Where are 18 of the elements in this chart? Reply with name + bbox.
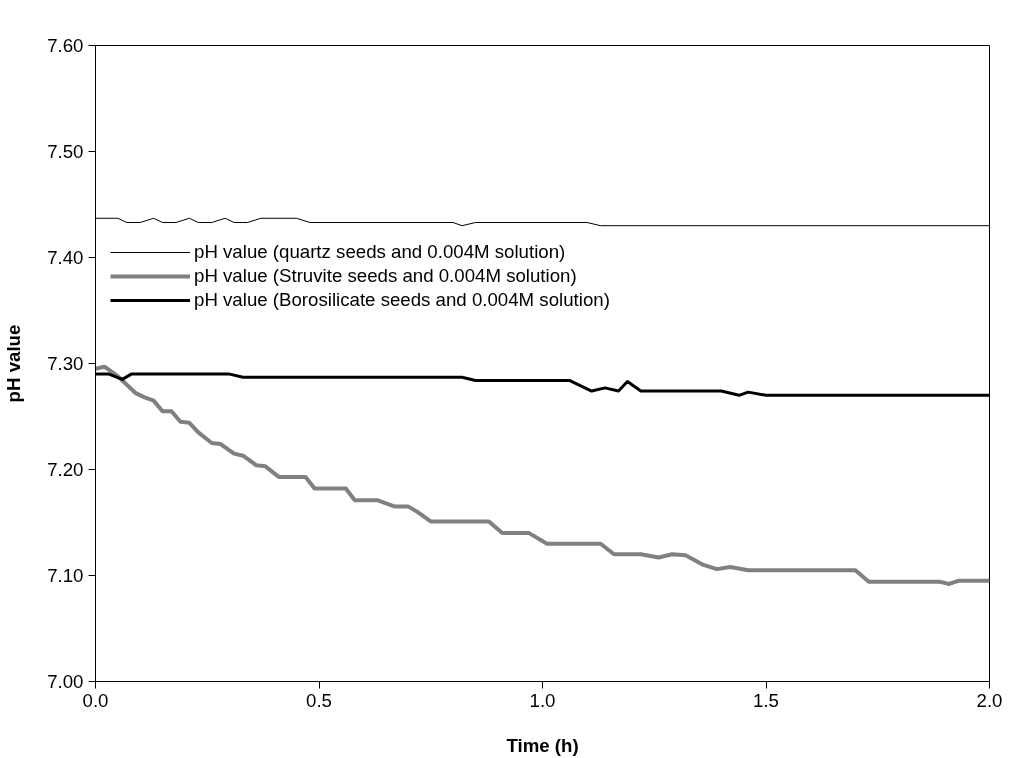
y-tick-label: 7.30 bbox=[47, 353, 84, 374]
x-tick-label: 0.5 bbox=[306, 689, 332, 711]
x-tick-label: 2.0 bbox=[976, 689, 1003, 711]
y-tick-label: 7.60 bbox=[47, 35, 84, 56]
legend-label: pH value (quartz seeds and 0.004M solution) bbox=[194, 241, 566, 263]
x-tick-label: 1.5 bbox=[753, 689, 779, 711]
x-tick-label: 0.0 bbox=[82, 689, 109, 711]
y-tick-label: 7.40 bbox=[47, 247, 84, 268]
legend-label: pH value (Struvite seeds and 0.004M solution) bbox=[194, 265, 577, 287]
y-tick-label: 7.10 bbox=[47, 565, 84, 586]
x-tick-label: 1.0 bbox=[529, 689, 556, 711]
legend-label: pH value (Borosilicate seeds and 0.004M solution) bbox=[194, 289, 610, 311]
y-axis-title: pH value bbox=[3, 324, 25, 403]
line-series bbox=[95, 364, 990, 586]
x-axis-title: Time (h) bbox=[506, 734, 579, 756]
y-tick-label: 7.50 bbox=[47, 141, 84, 162]
y-tick-label: 7.00 bbox=[47, 671, 84, 692]
y-tick-label: 7.20 bbox=[47, 459, 84, 480]
